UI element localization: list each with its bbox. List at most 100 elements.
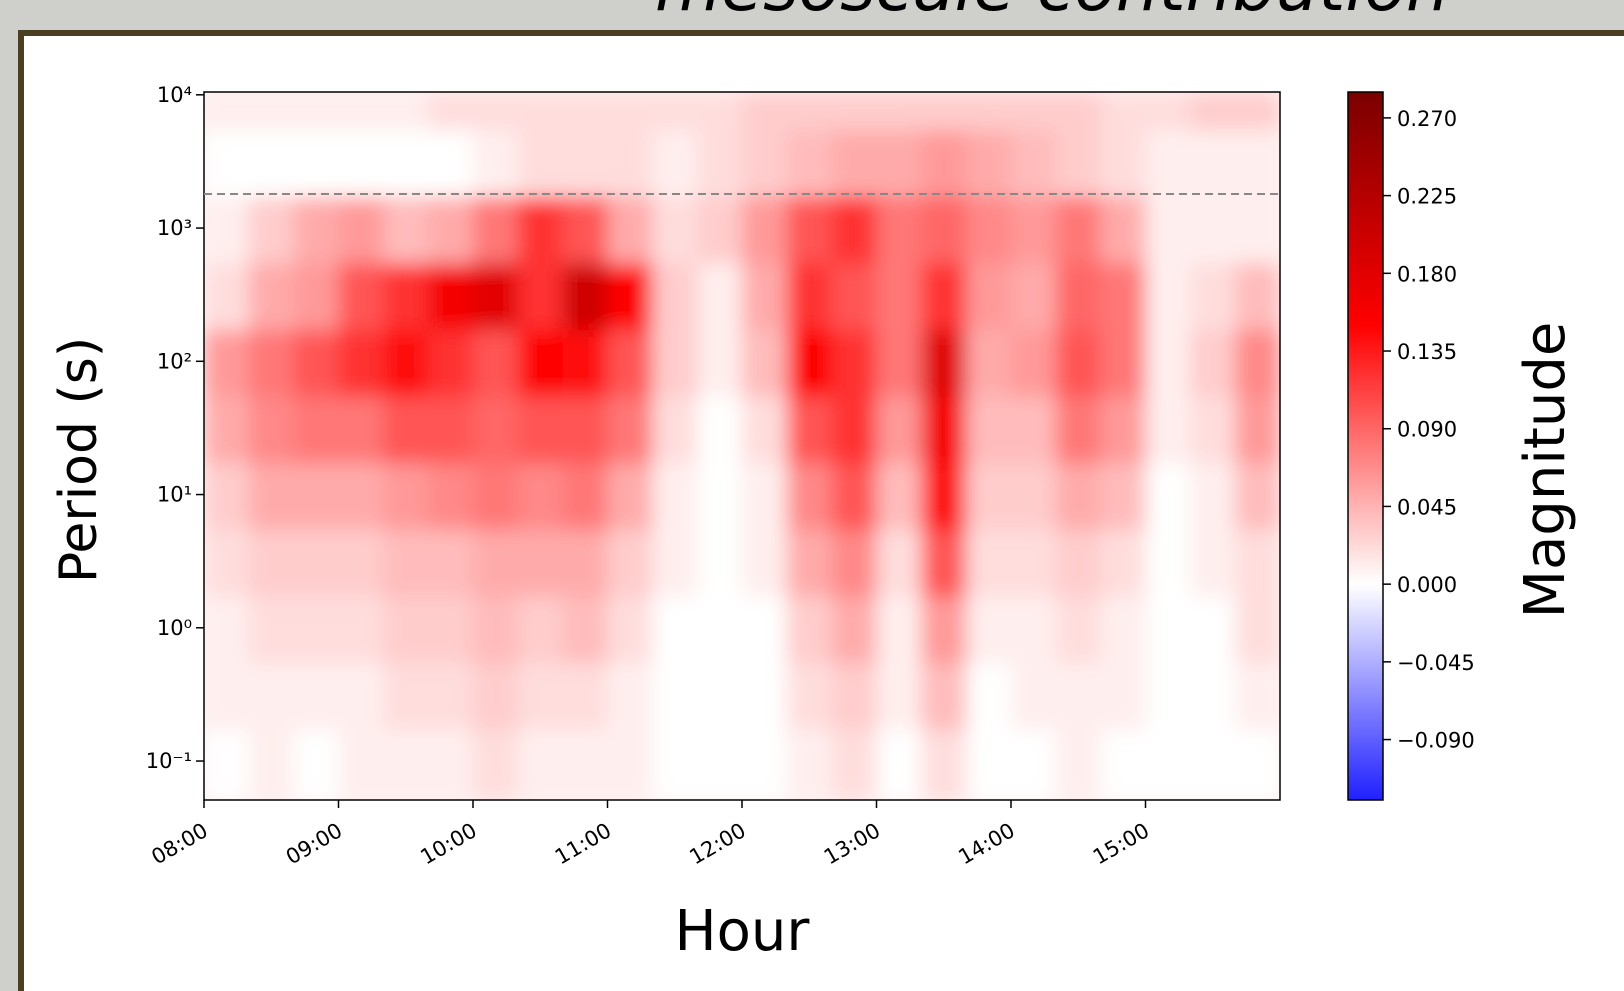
- heatmap-cell: [1235, 262, 1280, 331]
- heatmap-cell: [1235, 129, 1280, 197]
- heatmap-cell: [473, 462, 519, 530]
- heatmap-cell: [921, 262, 967, 331]
- heatmap-cell: [921, 196, 967, 264]
- heatmap-cell: [697, 462, 743, 530]
- heatmap-cell: [383, 129, 429, 197]
- heatmap-cell: [697, 596, 743, 664]
- heatmap-cell: [831, 529, 877, 597]
- heatmap-cell: [1235, 329, 1280, 397]
- heatmap-cell: [338, 329, 384, 397]
- heatmap-cell: [831, 329, 877, 397]
- heatmap-cell: [652, 262, 698, 331]
- heatmap-cell: [607, 262, 653, 331]
- heatmap-cell: [1011, 129, 1057, 197]
- heatmap-cell: [473, 529, 519, 597]
- colorbar-tick-label: 0.180: [1397, 262, 1457, 286]
- chart-title: mesoscale contribution: [655, 0, 1449, 27]
- heatmap-cell: [607, 129, 653, 197]
- heatmap-cell: [1235, 662, 1280, 730]
- heatmap-cell: [1100, 462, 1146, 530]
- heatmap-cell: [517, 596, 564, 664]
- heatmap-cell: [428, 396, 474, 464]
- heatmap-cell: [786, 196, 833, 264]
- heatmap-cell: [921, 462, 967, 530]
- heatmap-cell: [562, 262, 608, 331]
- heatmap-cell: [921, 662, 967, 730]
- heatmap-cell: [562, 329, 608, 397]
- heatmap-cell: [831, 92, 877, 131]
- heatmap-cell: [248, 262, 295, 331]
- heatmap-cell: [383, 396, 429, 464]
- colorbar-tick-label: 0.000: [1397, 573, 1457, 597]
- heatmap-cell: [1235, 462, 1280, 530]
- heatmap-cell: [1055, 596, 1102, 664]
- heatmap-cell: [428, 529, 474, 597]
- heatmap-cell: [831, 396, 877, 464]
- y-tick-label: 10³: [157, 216, 192, 240]
- heatmap-cell: [562, 129, 608, 197]
- heatmap-cell: [697, 662, 743, 730]
- heatmap-cell: [786, 262, 833, 331]
- heatmap-cell: [1190, 329, 1236, 397]
- heatmap-cell: [966, 196, 1012, 264]
- colorbar-tick-label: 0.270: [1397, 107, 1457, 131]
- heatmap-cell: [1145, 262, 1191, 331]
- heatmap-cell: [562, 196, 608, 264]
- heatmap-cell: [742, 529, 788, 597]
- heatmap-cell: [1145, 396, 1191, 464]
- heatmap-cell: [1235, 92, 1280, 131]
- heatmap-cell: [338, 662, 384, 730]
- heatmap-cell: [428, 262, 474, 331]
- heatmap-cell: [1145, 729, 1191, 800]
- heatmap-cell: [562, 462, 608, 530]
- colorbar-tick-label: −0.090: [1397, 729, 1475, 753]
- heatmap-cell: [1100, 596, 1146, 664]
- heatmap-cell: [248, 396, 295, 464]
- heatmap-cell: [607, 662, 653, 730]
- colorbar-tick-label: 0.135: [1397, 340, 1457, 364]
- heatmap-cell: [1190, 462, 1236, 530]
- heatmap-cell: [1055, 92, 1102, 131]
- heatmap-cell: [652, 729, 698, 800]
- heatmap-cell: [876, 596, 922, 664]
- heatmap-cell: [697, 529, 743, 597]
- heatmap-cell: [473, 396, 519, 464]
- heatmap-cell: [293, 596, 339, 664]
- heatmap-cell: [966, 529, 1012, 597]
- heatmap-cell: [517, 196, 564, 264]
- heatmap-cell: [742, 729, 788, 800]
- heatmap-cell: [1100, 129, 1146, 197]
- heatmap-cell: [248, 196, 295, 264]
- heatmap-cell: [697, 396, 743, 464]
- heatmap-cell: [293, 129, 339, 197]
- heatmap-cell: [383, 729, 429, 800]
- heatmap-cell: [1190, 129, 1236, 197]
- heatmap-cell: [742, 329, 788, 397]
- heatmap-cell: [831, 729, 877, 800]
- heatmap-cell: [1100, 329, 1146, 397]
- heatmap-cell: [876, 92, 922, 131]
- heatmap-cell: [697, 196, 743, 264]
- heatmap-cell: [204, 729, 250, 800]
- heatmap-cell: [204, 129, 250, 197]
- heatmap-cell: [921, 729, 967, 800]
- heatmap-cell: [1190, 596, 1236, 664]
- heatmap-cell: [293, 529, 339, 597]
- heatmap-cell: [293, 396, 339, 464]
- heatmap-cell: [293, 92, 339, 131]
- heatmap-cell: [562, 729, 608, 800]
- heatmap-cell: [1190, 196, 1236, 264]
- heatmap-cell: [697, 329, 743, 397]
- heatmap-cell: [473, 262, 519, 331]
- heatmap-cell: [742, 462, 788, 530]
- heatmap-cell: [652, 396, 698, 464]
- heatmap-cell: [204, 329, 250, 397]
- heatmap-cell: [562, 662, 608, 730]
- heatmap-cell: [517, 462, 564, 530]
- heatmap-cell: [428, 129, 474, 197]
- heatmap-cell: [1055, 329, 1102, 397]
- heatmap-cell: [1011, 196, 1057, 264]
- heatmap-cell: [921, 129, 967, 197]
- heatmap-cell: [786, 129, 833, 197]
- heatmap-cell: [383, 329, 429, 397]
